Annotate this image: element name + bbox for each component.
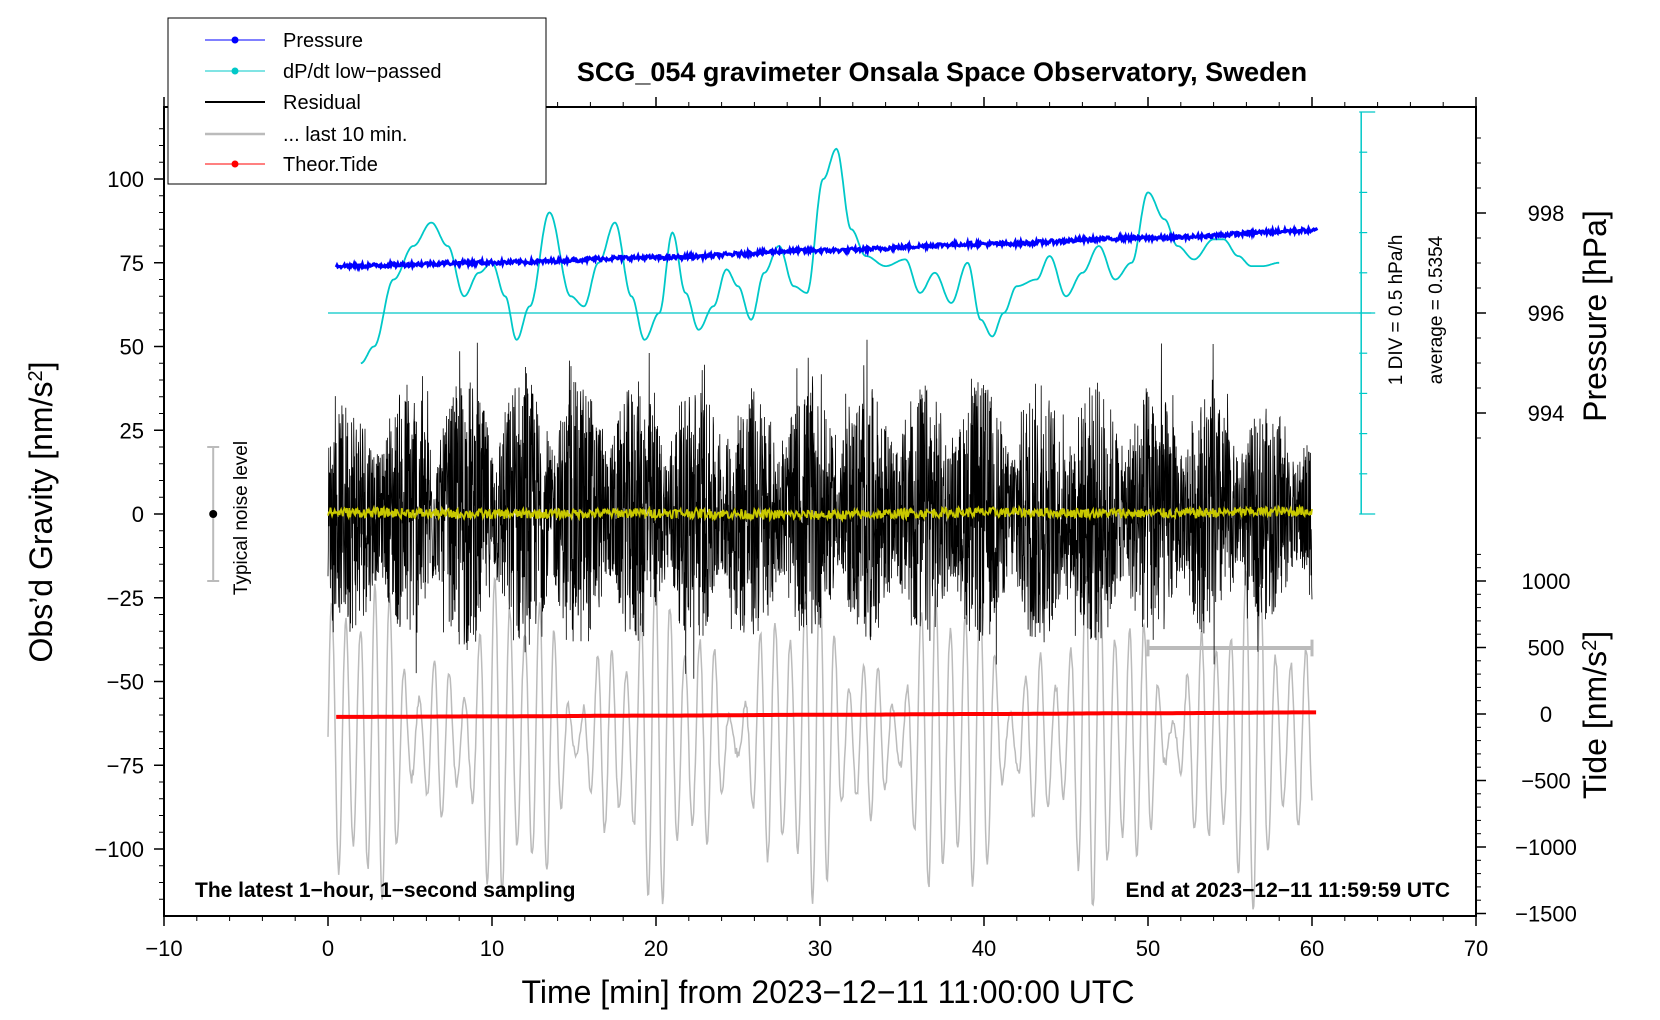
pressure-line xyxy=(334,224,1319,273)
tide-tick-label: −500 xyxy=(1521,769,1571,794)
noise-level-dot xyxy=(209,510,218,518)
y-tick-label: −100 xyxy=(94,837,144,862)
y-axis-label-gravity: Obs’d Gravity [nm/s2] xyxy=(23,362,59,663)
y-tick-label: 75 xyxy=(120,251,144,276)
y-tick-label: 100 xyxy=(107,167,144,192)
chart-title: SCG_054 gravimeter Onsala Space Observat… xyxy=(577,57,1307,87)
tide-tick-label: 1000 xyxy=(1522,569,1571,594)
legend-item-theor-tide: Theor.Tide xyxy=(205,154,378,176)
plot-area: −10 0 10 20 30 40 50 60 701007550250−25−50−75−10… xyxy=(94,97,1577,961)
x-tick-label: 70 xyxy=(1464,936,1488,961)
x-tick-label: 30 xyxy=(808,936,832,961)
legend-item-residual: Residual xyxy=(205,92,361,114)
x-tick-label: 60 xyxy=(1300,936,1324,961)
legend-marker xyxy=(231,36,239,44)
x-tick-label: 0 xyxy=(322,936,334,961)
y-tick-label: −25 xyxy=(107,586,144,611)
average-label: average = 0.5354 xyxy=(1426,235,1447,384)
legend-label: Pressure xyxy=(283,30,363,52)
x-axis-label: Time [min] from 2023−12−11 11:00:00 UTC xyxy=(521,974,1134,1010)
legend-label: Theor.Tide xyxy=(283,154,378,176)
x-tick-label: 50 xyxy=(1136,936,1160,961)
legend-label: Residual xyxy=(283,92,361,114)
y-tick-label: −75 xyxy=(107,753,144,778)
footnote-sampling: The latest 1−hour, 1−second sampling xyxy=(195,879,575,902)
legend-item-last-10-min: ... last 10 min. xyxy=(205,124,408,146)
legend: Pressure dP/dt low−passed Residual ... l… xyxy=(167,17,547,185)
legend-marker xyxy=(231,160,239,168)
pressure-tick-label: 998 xyxy=(1528,201,1565,226)
pressure-tick-label: 994 xyxy=(1528,401,1565,426)
dpdt-line xyxy=(360,147,1280,365)
tide-tick-label: 500 xyxy=(1528,636,1565,661)
tide-tick-label: −1500 xyxy=(1515,902,1577,927)
legend-label: dP/dt low−passed xyxy=(283,61,441,83)
smoothed-residual-line xyxy=(327,504,1313,523)
x-tick-label: 20 xyxy=(644,936,668,961)
x-tick-label: −10 xyxy=(145,936,182,961)
y-tick-label: 50 xyxy=(120,335,144,360)
legend-label: ... last 10 min. xyxy=(283,124,408,146)
y-tick-label: 25 xyxy=(120,418,144,443)
y-tick-label: −50 xyxy=(107,670,144,695)
noise-level-label: Typical noise level xyxy=(231,441,252,595)
theor-tide-line xyxy=(336,710,1317,719)
y-axis-label-pressure: Pressure [hPa] xyxy=(1577,210,1613,422)
footnote-end-time: End at 2023−12−11 11:59:59 UTC xyxy=(1125,879,1450,902)
y-axis-label-tide: Tide [nm/s2] xyxy=(1577,631,1613,799)
div-label: 1 DIV = 0.5 hPa/h xyxy=(1386,235,1407,386)
tide-tick-label: 0 xyxy=(1540,702,1552,727)
residual-line xyxy=(327,339,1313,679)
tide-tick-label: −1000 xyxy=(1515,835,1577,860)
x-tick-label: 40 xyxy=(972,936,996,961)
pressure-tick-label: 996 xyxy=(1528,301,1565,326)
legend-item-dpdt: dP/dt low−passed xyxy=(205,61,441,83)
x-tick-label: 10 xyxy=(480,936,504,961)
legend-item-pressure: Pressure xyxy=(205,30,363,52)
y-tick-label: 0 xyxy=(132,502,144,527)
legend-marker xyxy=(231,67,239,75)
